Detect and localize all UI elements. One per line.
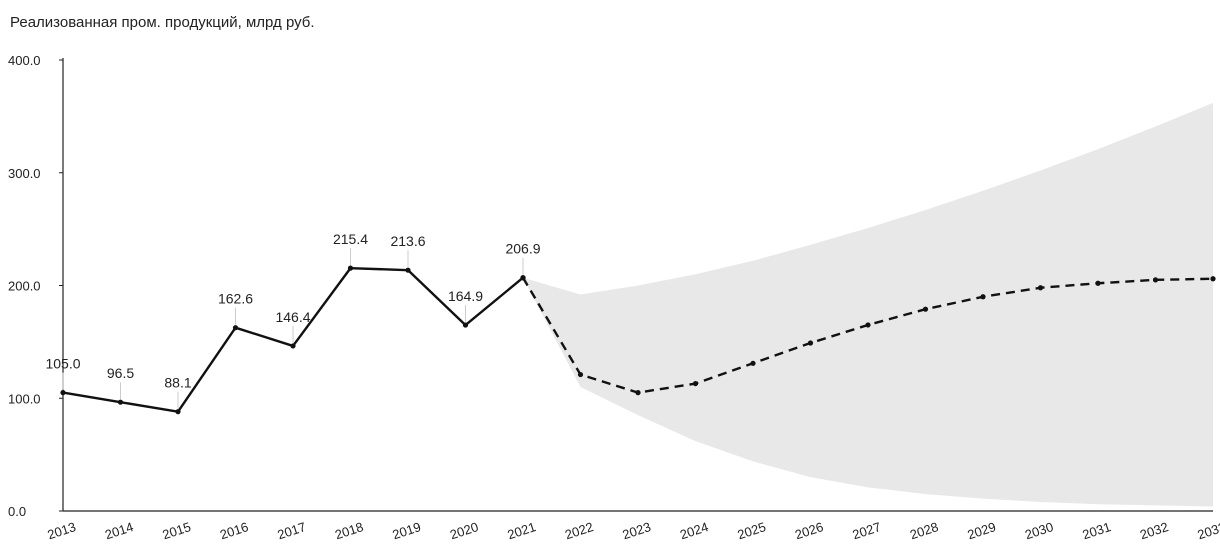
actual-point bbox=[60, 390, 66, 396]
y-tick-label: 300.0 bbox=[8, 166, 41, 181]
data-label: 213.6 bbox=[390, 233, 425, 249]
x-tick-label: 2029 bbox=[966, 519, 998, 542]
x-tick-label: 2028 bbox=[908, 519, 940, 542]
actual-point bbox=[290, 343, 296, 349]
x-tick-label: 2015 bbox=[161, 519, 193, 542]
forecast-point bbox=[1152, 277, 1159, 283]
data-label: 215.4 bbox=[333, 231, 368, 247]
y-tick-label: 100.0 bbox=[8, 391, 41, 406]
data-label: 88.1 bbox=[164, 375, 191, 391]
data-label: 146.4 bbox=[275, 309, 310, 325]
data-label: 96.5 bbox=[107, 365, 134, 381]
x-tick-label: 2017 bbox=[276, 519, 308, 542]
forecast-point bbox=[807, 340, 814, 346]
data-label: 162.6 bbox=[218, 291, 253, 307]
forecast-point bbox=[577, 371, 584, 378]
actual-point bbox=[462, 322, 469, 328]
x-tick-label: 2033 bbox=[1196, 519, 1220, 542]
x-tick-label: 2024 bbox=[678, 519, 710, 542]
y-tick-label: 0.0 bbox=[8, 504, 26, 519]
actual-point bbox=[347, 265, 354, 271]
forecast-point bbox=[980, 294, 986, 300]
forecast-band bbox=[523, 102, 1213, 507]
x-tick-label: 2021 bbox=[506, 519, 538, 542]
forecast-point bbox=[750, 360, 756, 366]
data-label: 206.9 bbox=[505, 241, 540, 257]
x-tick-label: 2013 bbox=[46, 519, 78, 542]
forecast-point bbox=[635, 390, 641, 396]
x-tick-label: 2016 bbox=[218, 519, 250, 542]
forecast-point bbox=[520, 275, 526, 281]
actual-point bbox=[175, 409, 181, 415]
x-tick-label: 2032 bbox=[1138, 519, 1170, 542]
x-tick-label: 2025 bbox=[736, 519, 768, 542]
actual-point bbox=[405, 267, 411, 273]
data-label: 105.0 bbox=[45, 356, 80, 372]
actual-point bbox=[117, 399, 124, 405]
forecast-point bbox=[1210, 276, 1216, 282]
x-tick-label: 2026 bbox=[793, 519, 825, 542]
x-tick-label: 2030 bbox=[1023, 519, 1055, 542]
actual-point bbox=[232, 325, 239, 331]
x-tick-label: 2020 bbox=[448, 519, 480, 542]
forecast-point bbox=[692, 380, 699, 387]
forecast-point bbox=[865, 322, 871, 328]
x-tick-label: 2022 bbox=[563, 519, 595, 542]
y-tick-label: 400.0 bbox=[8, 53, 41, 68]
x-tick-label: 2019 bbox=[391, 519, 423, 542]
chart-title: Реализованная пром. продукций, млрд руб. bbox=[10, 14, 315, 31]
forecast-point bbox=[922, 306, 929, 312]
forecast-point bbox=[1095, 280, 1101, 286]
x-tick-label: 2014 bbox=[103, 519, 135, 542]
x-tick-label: 2018 bbox=[333, 519, 365, 542]
y-tick-label: 200.0 bbox=[8, 279, 41, 294]
x-tick-label: 2023 bbox=[621, 519, 653, 542]
data-label: 164.9 bbox=[448, 288, 483, 304]
x-tick-label: 2027 bbox=[851, 519, 883, 542]
x-tick-label: 2031 bbox=[1081, 519, 1113, 542]
forecast-point bbox=[1037, 285, 1044, 291]
